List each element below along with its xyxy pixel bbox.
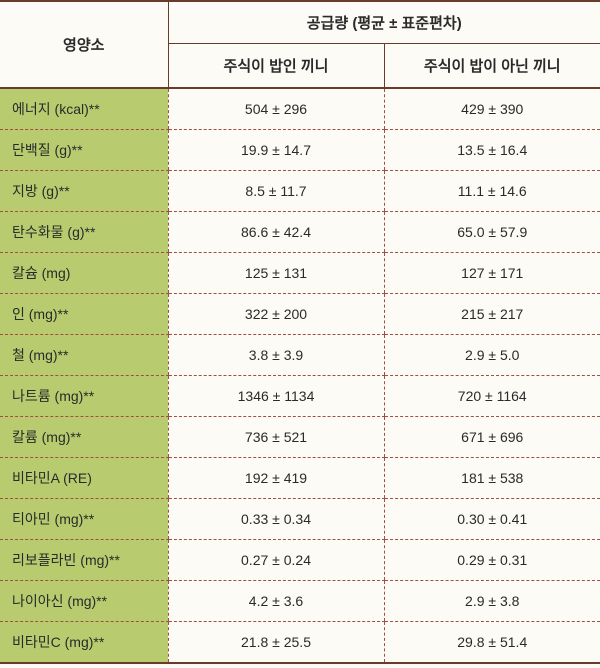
table-header: 영양소 공급량 (평균 ± 표준편차) 주식이 밥인 끼니 주식이 밥이 아닌 … bbox=[0, 1, 600, 88]
table-row: 나트륨 (mg)**1346 ± 1134720 ± 1164 bbox=[0, 376, 600, 417]
non-rice-value: 671 ± 696 bbox=[384, 417, 600, 458]
non-rice-value: 0.29 ± 0.31 bbox=[384, 540, 600, 581]
non-rice-value: 181 ± 538 bbox=[384, 458, 600, 499]
nutrient-name: 단백질 (g)** bbox=[0, 130, 168, 171]
table-row: 칼륨 (mg)**736 ± 521671 ± 696 bbox=[0, 417, 600, 458]
rice-value: 125 ± 131 bbox=[168, 253, 384, 294]
table-row: 단백질 (g)**19.9 ± 14.713.5 ± 16.4 bbox=[0, 130, 600, 171]
nutrient-name: 인 (mg)** bbox=[0, 294, 168, 335]
non-rice-value: 65.0 ± 57.9 bbox=[384, 212, 600, 253]
nutrient-header: 영양소 bbox=[0, 1, 168, 88]
table-row: 비타민C (mg)**21.8 ± 25.529.8 ± 51.4 bbox=[0, 622, 600, 664]
table-row: 철 (mg)**3.8 ± 3.92.9 ± 5.0 bbox=[0, 335, 600, 376]
nutrient-name: 나이아신 (mg)** bbox=[0, 581, 168, 622]
table-row: 비타민A (RE)192 ± 419181 ± 538 bbox=[0, 458, 600, 499]
rice-value: 1346 ± 1134 bbox=[168, 376, 384, 417]
nutrient-name: 탄수화물 (g)** bbox=[0, 212, 168, 253]
rice-value: 322 ± 200 bbox=[168, 294, 384, 335]
rice-value: 192 ± 419 bbox=[168, 458, 384, 499]
rice-value: 86.6 ± 42.4 bbox=[168, 212, 384, 253]
non-rice-value: 720 ± 1164 bbox=[384, 376, 600, 417]
rice-value: 504 ± 296 bbox=[168, 88, 384, 130]
table-row: 칼슘 (mg)125 ± 131127 ± 171 bbox=[0, 253, 600, 294]
non-rice-value: 215 ± 217 bbox=[384, 294, 600, 335]
non-rice-value: 11.1 ± 14.6 bbox=[384, 171, 600, 212]
nutrient-name: 나트륨 (mg)** bbox=[0, 376, 168, 417]
rice-meal-header: 주식이 밥인 끼니 bbox=[168, 44, 384, 89]
nutrient-name: 철 (mg)** bbox=[0, 335, 168, 376]
table-row: 지방 (g)**8.5 ± 11.711.1 ± 14.6 bbox=[0, 171, 600, 212]
table-row: 나이아신 (mg)**4.2 ± 3.62.9 ± 3.8 bbox=[0, 581, 600, 622]
nutrient-name: 칼슘 (mg) bbox=[0, 253, 168, 294]
nutrient-name: 칼륨 (mg)** bbox=[0, 417, 168, 458]
nutrition-table-container: 영양소 공급량 (평균 ± 표준편차) 주식이 밥인 끼니 주식이 밥이 아닌 … bbox=[0, 0, 600, 664]
rice-value: 8.5 ± 11.7 bbox=[168, 171, 384, 212]
non-rice-value: 29.8 ± 51.4 bbox=[384, 622, 600, 664]
table-row: 리보플라빈 (mg)**0.27 ± 0.240.29 ± 0.31 bbox=[0, 540, 600, 581]
header-row-1: 영양소 공급량 (평균 ± 표준편차) bbox=[0, 1, 600, 44]
nutrient-name: 리보플라빈 (mg)** bbox=[0, 540, 168, 581]
table-row: 에너지 (kcal)**504 ± 296429 ± 390 bbox=[0, 88, 600, 130]
table-row: 인 (mg)**322 ± 200215 ± 217 bbox=[0, 294, 600, 335]
rice-value: 0.27 ± 0.24 bbox=[168, 540, 384, 581]
rice-value: 4.2 ± 3.6 bbox=[168, 581, 384, 622]
nutrient-name: 에너지 (kcal)** bbox=[0, 88, 168, 130]
nutrient-name: 지방 (g)** bbox=[0, 171, 168, 212]
non-rice-value: 0.30 ± 0.41 bbox=[384, 499, 600, 540]
rice-value: 736 ± 521 bbox=[168, 417, 384, 458]
table-row: 티아민 (mg)**0.33 ± 0.340.30 ± 0.41 bbox=[0, 499, 600, 540]
rice-value: 19.9 ± 14.7 bbox=[168, 130, 384, 171]
nutrient-name: 티아민 (mg)** bbox=[0, 499, 168, 540]
supply-header: 공급량 (평균 ± 표준편차) bbox=[168, 1, 600, 44]
non-rice-value: 2.9 ± 3.8 bbox=[384, 581, 600, 622]
non-rice-value: 2.9 ± 5.0 bbox=[384, 335, 600, 376]
rice-value: 21.8 ± 25.5 bbox=[168, 622, 384, 664]
non-rice-value: 13.5 ± 16.4 bbox=[384, 130, 600, 171]
nutrient-name: 비타민A (RE) bbox=[0, 458, 168, 499]
rice-value: 0.33 ± 0.34 bbox=[168, 499, 384, 540]
non-rice-value: 429 ± 390 bbox=[384, 88, 600, 130]
rice-value: 3.8 ± 3.9 bbox=[168, 335, 384, 376]
table-body: 에너지 (kcal)**504 ± 296429 ± 390단백질 (g)**1… bbox=[0, 88, 600, 663]
nutrient-name: 비타민C (mg)** bbox=[0, 622, 168, 664]
table-row: 탄수화물 (g)**86.6 ± 42.465.0 ± 57.9 bbox=[0, 212, 600, 253]
non-rice-meal-header: 주식이 밥이 아닌 끼니 bbox=[384, 44, 600, 89]
nutrition-table: 영양소 공급량 (평균 ± 표준편차) 주식이 밥인 끼니 주식이 밥이 아닌 … bbox=[0, 0, 600, 664]
non-rice-value: 127 ± 171 bbox=[384, 253, 600, 294]
